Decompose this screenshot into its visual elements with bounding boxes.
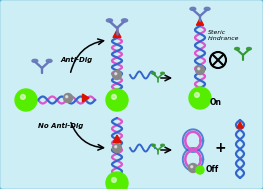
Circle shape — [112, 94, 116, 99]
Polygon shape — [196, 19, 204, 25]
Circle shape — [15, 89, 37, 111]
Circle shape — [196, 166, 204, 174]
Ellipse shape — [204, 7, 210, 10]
Circle shape — [198, 68, 200, 70]
Circle shape — [63, 94, 73, 102]
Ellipse shape — [122, 19, 128, 22]
Circle shape — [115, 146, 117, 148]
Ellipse shape — [161, 144, 164, 146]
Polygon shape — [83, 94, 89, 102]
Circle shape — [195, 66, 205, 74]
Text: Off: Off — [206, 166, 219, 174]
Circle shape — [113, 70, 122, 80]
Text: Anti-Dig: Anti-Dig — [60, 57, 92, 63]
Circle shape — [189, 87, 211, 109]
Text: No Anti-Dig: No Anti-Dig — [38, 123, 83, 129]
Circle shape — [106, 89, 128, 111]
Polygon shape — [113, 30, 121, 37]
Ellipse shape — [152, 144, 155, 146]
Circle shape — [112, 177, 116, 182]
Text: +: + — [214, 141, 226, 155]
Circle shape — [113, 143, 122, 153]
Circle shape — [189, 163, 198, 173]
Ellipse shape — [152, 72, 155, 74]
Text: Steric
hindrance: Steric hindrance — [208, 30, 240, 41]
Ellipse shape — [106, 19, 113, 22]
Ellipse shape — [235, 47, 239, 50]
Ellipse shape — [190, 7, 196, 10]
Polygon shape — [237, 122, 243, 128]
Circle shape — [115, 73, 117, 75]
Ellipse shape — [161, 72, 164, 74]
Circle shape — [191, 166, 193, 168]
Ellipse shape — [46, 59, 52, 62]
Ellipse shape — [32, 59, 38, 62]
Circle shape — [195, 92, 199, 97]
Ellipse shape — [247, 47, 251, 50]
Polygon shape — [113, 135, 121, 143]
Text: On: On — [210, 98, 222, 107]
Circle shape — [21, 94, 25, 99]
Circle shape — [106, 172, 128, 189]
Circle shape — [66, 96, 68, 98]
